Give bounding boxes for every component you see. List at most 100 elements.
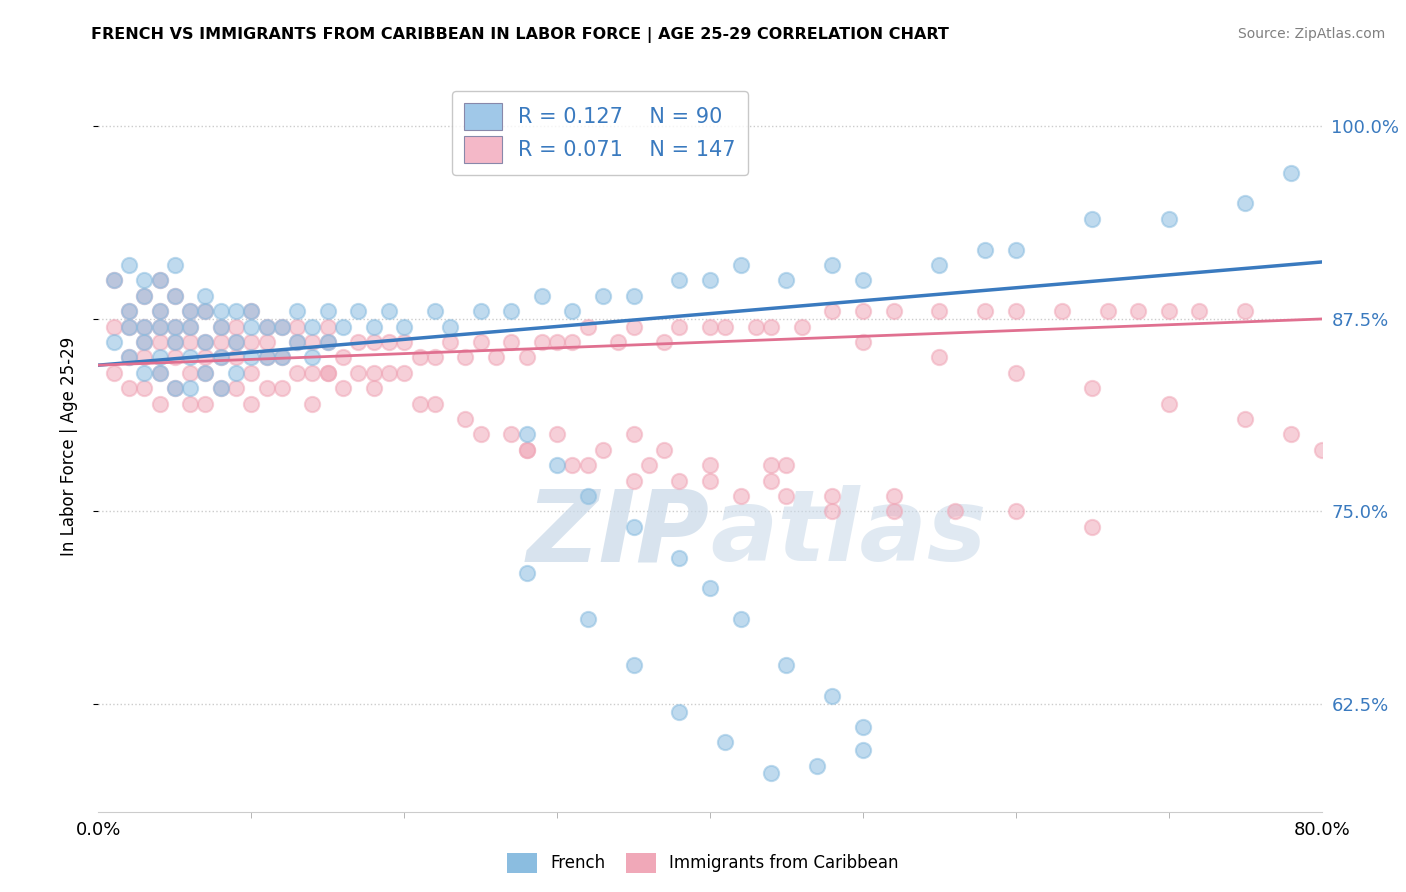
Point (240, 366, 263, 380)
Point (149, 351, 172, 365)
Point (699, 319, 721, 334)
Legend: French, Immigrants from Caribbean: French, Immigrants from Caribbean (501, 847, 905, 880)
Point (194, 366, 217, 380)
Point (1004, 304, 1026, 318)
Point (163, 289, 186, 303)
Point (546, 427, 568, 442)
Point (149, 366, 172, 380)
Point (179, 319, 201, 334)
Point (423, 397, 446, 411)
Point (209, 381, 232, 395)
Point (561, 334, 583, 349)
Point (1081, 211, 1104, 226)
Point (209, 319, 232, 334)
Point (546, 458, 568, 473)
Point (134, 273, 156, 287)
Point (546, 334, 568, 349)
Point (806, 758, 828, 772)
Point (454, 412, 477, 426)
Point (118, 304, 141, 318)
Point (225, 351, 247, 365)
Point (118, 381, 141, 395)
Point (775, 489, 797, 503)
Point (149, 397, 172, 411)
Point (1004, 366, 1026, 380)
Point (652, 442, 675, 457)
Point (1081, 381, 1104, 395)
Point (852, 720, 875, 734)
Point (194, 334, 217, 349)
Point (209, 381, 232, 395)
Point (179, 351, 201, 365)
Point (240, 304, 263, 318)
Point (179, 304, 201, 318)
Point (134, 289, 156, 303)
Point (607, 334, 630, 349)
Point (149, 319, 172, 334)
Point (163, 381, 186, 395)
Point (240, 334, 263, 349)
Point (179, 397, 201, 411)
Point (347, 304, 370, 318)
Point (103, 319, 125, 334)
Point (363, 334, 385, 349)
Point (209, 351, 232, 365)
Point (852, 743, 875, 757)
Point (852, 334, 875, 349)
Point (332, 351, 354, 365)
Text: Source: ZipAtlas.com: Source: ZipAtlas.com (1237, 27, 1385, 41)
Point (363, 366, 385, 380)
Point (516, 351, 538, 365)
Point (668, 550, 690, 565)
Point (225, 304, 247, 318)
Point (194, 289, 217, 303)
Point (1234, 304, 1257, 318)
Point (316, 319, 339, 334)
Point (470, 334, 492, 349)
Point (316, 366, 339, 380)
Point (408, 397, 430, 411)
Point (759, 458, 782, 473)
Point (470, 304, 492, 318)
Point (179, 334, 201, 349)
Point (530, 289, 553, 303)
Point (516, 566, 538, 580)
Point (821, 258, 844, 272)
Point (745, 319, 768, 334)
Point (256, 319, 278, 334)
Point (270, 319, 292, 334)
Point (301, 351, 323, 365)
Point (163, 258, 186, 272)
Point (1004, 504, 1026, 518)
Point (516, 442, 538, 457)
Point (439, 319, 461, 334)
Point (1234, 412, 1257, 426)
Point (134, 381, 156, 395)
Point (163, 381, 186, 395)
Point (134, 319, 156, 334)
Point (118, 351, 141, 365)
Point (285, 366, 308, 380)
Point (501, 304, 523, 318)
Point (149, 334, 172, 349)
Point (316, 334, 339, 349)
Point (134, 351, 156, 365)
Point (118, 258, 141, 272)
Point (285, 304, 308, 318)
Point (501, 427, 523, 442)
Point (240, 397, 263, 411)
Point (699, 458, 721, 473)
Point (652, 334, 675, 349)
Point (928, 351, 950, 365)
Point (134, 319, 156, 334)
Point (485, 351, 508, 365)
Point (209, 351, 232, 365)
Text: ZIP: ZIP (527, 485, 710, 582)
Point (118, 304, 141, 318)
Point (637, 458, 661, 473)
Point (1081, 520, 1104, 534)
Point (134, 334, 156, 349)
Point (316, 334, 339, 349)
Point (928, 258, 950, 272)
Y-axis label: In Labor Force | Age 25-29: In Labor Force | Age 25-29 (59, 336, 77, 556)
